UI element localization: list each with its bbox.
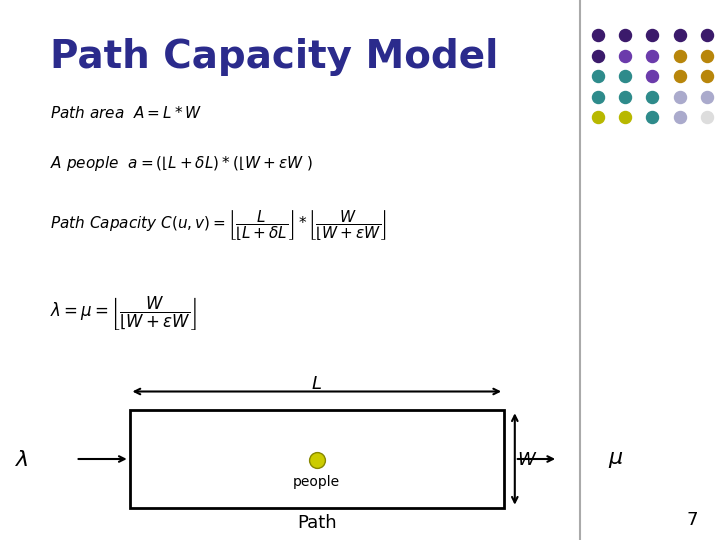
Point <box>647 113 658 122</box>
Point <box>647 31 658 39</box>
Point <box>647 92 658 101</box>
Point <box>674 92 685 101</box>
Point <box>619 31 631 39</box>
Text: L: L <box>312 375 322 393</box>
Text: Path: Path <box>297 514 337 532</box>
Point <box>647 51 658 60</box>
FancyBboxPatch shape <box>130 410 504 508</box>
Point <box>592 51 603 60</box>
Point <box>311 456 323 464</box>
Text: $\mathit{Path\ area}\ \ A = L*W$: $\mathit{Path\ area}\ \ A = L*W$ <box>50 105 202 122</box>
Point <box>619 51 631 60</box>
Point <box>701 92 713 101</box>
Text: W: W <box>517 451 535 469</box>
Point <box>701 51 713 60</box>
Point <box>592 72 603 80</box>
Point <box>647 72 658 80</box>
Text: $\lambda$: $\lambda$ <box>15 450 29 470</box>
Point <box>674 72 685 80</box>
Point <box>674 31 685 39</box>
Point <box>592 92 603 101</box>
Point <box>674 113 685 122</box>
Point <box>592 31 603 39</box>
Point <box>701 113 713 122</box>
Point <box>619 92 631 101</box>
Text: $\mu$: $\mu$ <box>608 450 624 470</box>
Text: $\mathit{Path\ Capacity}\ C(u,v) = \left\lfloor \dfrac{L}{\lfloor L + \delta L} : $\mathit{Path\ Capacity}\ C(u,v) = \left… <box>50 208 387 242</box>
Text: 7: 7 <box>687 511 698 529</box>
Text: people: people <box>293 475 341 489</box>
Point <box>674 51 685 60</box>
Point <box>619 113 631 122</box>
Point <box>701 31 713 39</box>
Point <box>592 113 603 122</box>
Text: $\mathit{A\ people}\ \ a = (\lfloor L + \delta L)*(\lfloor W + \varepsilon W\ )$: $\mathit{A\ people}\ \ a = (\lfloor L + … <box>50 154 313 173</box>
Text: Path Capacity Model: Path Capacity Model <box>50 38 499 76</box>
Point <box>619 72 631 80</box>
Text: $\lambda = \mu = \left\lfloor \dfrac{W}{\lfloor W + \varepsilon W} \right\rfloor: $\lambda = \mu = \left\lfloor \dfrac{W}{… <box>50 294 197 333</box>
Point <box>701 72 713 80</box>
